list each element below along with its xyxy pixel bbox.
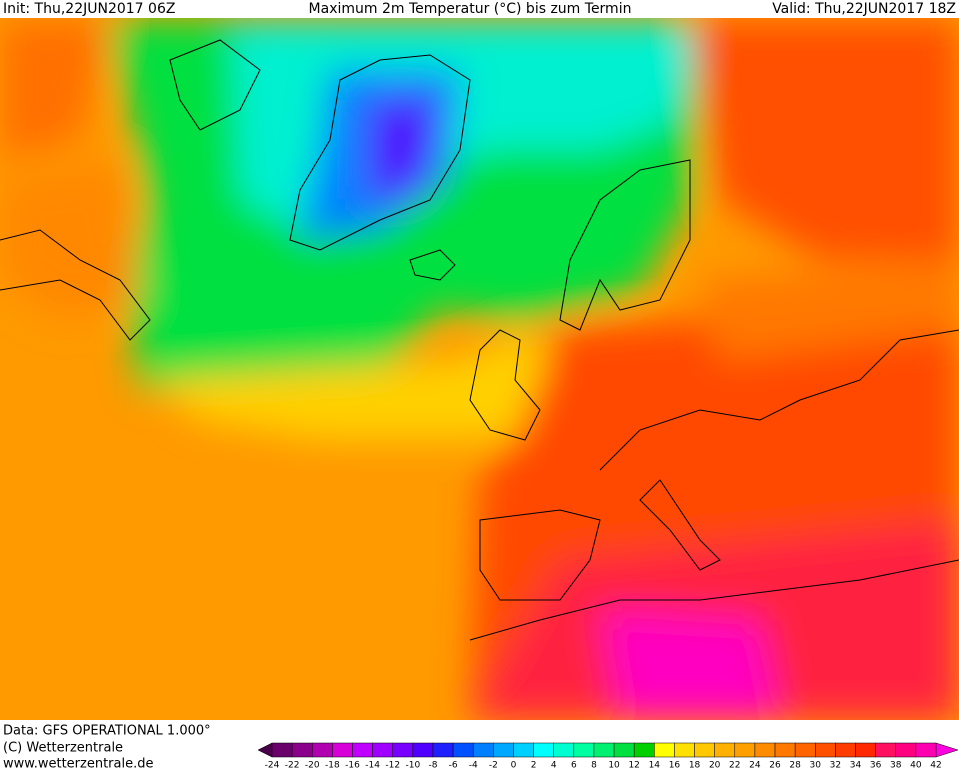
colorbar-tick-label: 36 xyxy=(870,761,882,771)
colorbar-segment xyxy=(593,742,615,758)
init-time: Init: Thu,22JUN2017 06Z xyxy=(3,1,175,17)
colorbar-segment xyxy=(372,742,393,758)
colorbar-tick-label: -6 xyxy=(449,761,458,771)
colorbar-tick-label: -20 xyxy=(305,761,320,771)
colorbar-tick-label: 12 xyxy=(628,761,639,771)
coastlines xyxy=(0,39,959,641)
colorbar-tick-label: 6 xyxy=(571,761,577,771)
colorbar-segment xyxy=(452,742,474,758)
colorbar-segment xyxy=(553,742,575,758)
colorbar-segment xyxy=(895,742,917,758)
colorbar-tick-label: 40 xyxy=(910,761,922,771)
data-source: Data: GFS OPERATIONAL 1.000° xyxy=(3,724,211,739)
colorbar-segment xyxy=(472,742,494,758)
colorbar-segment xyxy=(633,742,655,758)
colorbar-tick-label: 28 xyxy=(789,761,801,771)
colorbar-segment xyxy=(714,742,736,758)
colorbar-segment xyxy=(774,742,796,758)
colorbar-segment xyxy=(754,742,776,758)
map xyxy=(0,18,959,720)
colorbar-segment xyxy=(493,742,514,758)
colorbar-segment xyxy=(694,742,715,758)
colorbar-segment xyxy=(613,742,635,758)
colorbar-tick-label: 10 xyxy=(608,761,620,771)
colorbar-segment xyxy=(573,742,595,758)
colorbar-segment xyxy=(291,742,313,758)
colorbar-tick-label: 18 xyxy=(689,761,701,771)
colorbar-tick-label: 32 xyxy=(830,761,841,771)
colorbar-tick-label: 22 xyxy=(729,761,740,771)
map-title: Maximum 2m Temperatur (°C) bis zum Termi… xyxy=(309,1,632,17)
colorbar-segment xyxy=(352,742,373,758)
colorbar-segment xyxy=(392,742,414,758)
colorbar-tick-label: 8 xyxy=(591,761,597,771)
colorbar-segment xyxy=(734,742,756,758)
colorbar-tick-label: -12 xyxy=(385,761,400,771)
colorbar-tick-label: 14 xyxy=(649,761,661,771)
colorbar-segment xyxy=(674,742,695,758)
colorbar-tick-label: 2 xyxy=(531,761,537,771)
colorbar-segment xyxy=(794,742,816,758)
colorbar-segment xyxy=(533,742,554,758)
header-bar xyxy=(0,0,959,18)
colorbar-tick-label: -2 xyxy=(489,761,498,771)
colorbar-segment xyxy=(332,742,353,758)
copyright: (C) Wetterzentrale xyxy=(3,741,123,756)
colorbar-tick-label: 26 xyxy=(769,761,781,771)
colorbar-tick-label: -16 xyxy=(345,761,360,771)
colorbar-tick-label: -4 xyxy=(469,761,478,771)
colorbar-segment xyxy=(513,742,534,758)
colorbar-segment xyxy=(271,742,293,758)
colorbar: -24 -22 -20 -18 -16 -14 -12 -10 -8 -6 -4 -2 0 2 4 6 8 10 1… xyxy=(257,742,959,771)
colorbar-segment xyxy=(915,742,937,758)
valid-time: Valid: Thu,22JUN2017 18Z xyxy=(772,1,956,17)
colorbar-tick-label: 38 xyxy=(890,761,902,771)
colorbar-tick-label: 30 xyxy=(810,761,822,771)
colorbar-segment xyxy=(412,742,434,758)
colorbar-tick-label: 20 xyxy=(709,761,721,771)
colorbar-segment xyxy=(875,742,897,758)
colorbar-tick-label: 34 xyxy=(850,761,862,771)
colorbar-tick-label: -8 xyxy=(428,761,437,771)
colorbar-segment xyxy=(835,742,856,758)
colorbar-tick-label: -22 xyxy=(285,761,300,771)
colorbar-tick-label: 0 xyxy=(511,761,517,771)
colorbar-segment xyxy=(855,742,876,758)
colorbar-tick-label: -18 xyxy=(325,761,340,771)
colorbar-segment xyxy=(311,742,333,758)
colorbar-tick-label: 42 xyxy=(930,761,941,771)
colorbar-segment xyxy=(432,742,454,758)
colorbar-tick-label: -10 xyxy=(405,761,420,771)
colorbar-tick-label: 16 xyxy=(669,761,681,771)
website: www.wetterzentrale.de xyxy=(3,757,153,771)
colorbar-segment xyxy=(654,742,675,758)
colorbar-tick-label: -14 xyxy=(365,761,380,771)
colorbar-tick-label: 24 xyxy=(749,761,761,771)
colorbar-segment xyxy=(815,742,836,758)
colorbar-tick-label: -24 xyxy=(265,761,280,771)
colorbar-tick-label: 4 xyxy=(551,761,557,771)
